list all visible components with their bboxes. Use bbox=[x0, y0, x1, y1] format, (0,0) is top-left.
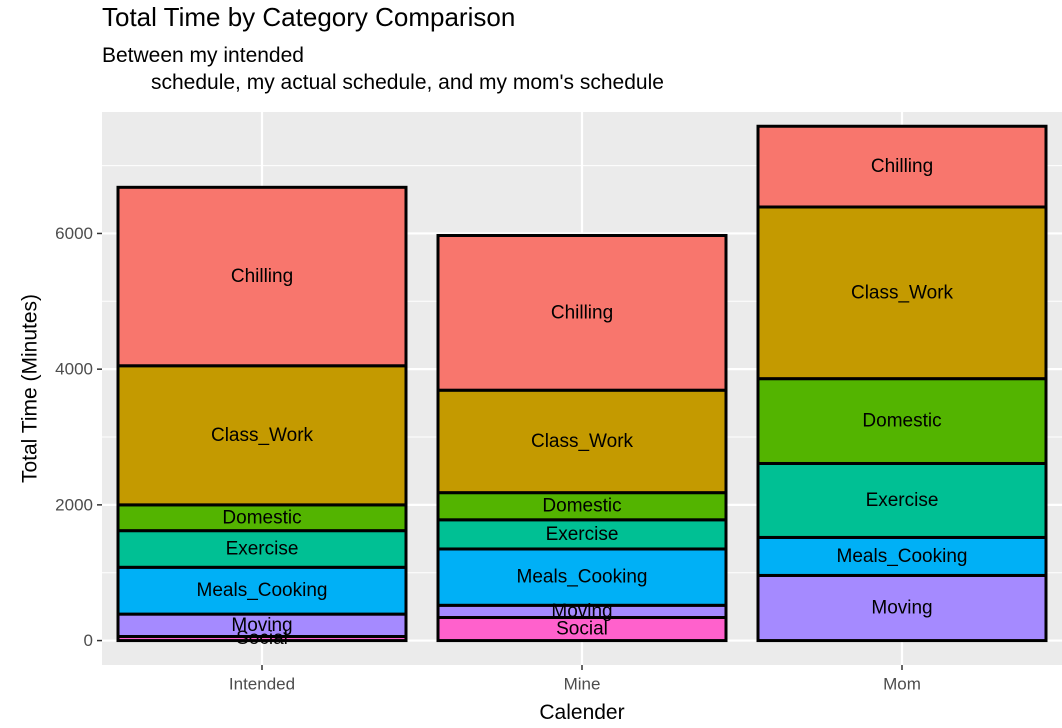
bar-segment-class-work bbox=[116, 364, 408, 507]
bar-segment-chilling bbox=[436, 233, 728, 392]
bars bbox=[116, 124, 1048, 643]
bar-segment-meals-cooking bbox=[436, 547, 728, 607]
segment-label: Chilling bbox=[551, 302, 613, 323]
chart-title: Total Time by Category Comparison bbox=[102, 2, 516, 32]
segment-label: Social bbox=[236, 628, 288, 649]
segment-label: Domestic bbox=[542, 496, 621, 517]
chart-subtitle-line-2: schedule, my actual schedule, and my mom… bbox=[151, 71, 664, 94]
bar-segment-domestic bbox=[116, 503, 408, 533]
bar-segment-moving bbox=[756, 573, 1048, 643]
segment-label: Social bbox=[556, 619, 608, 640]
x-tick-label: Mine bbox=[564, 675, 601, 694]
bar-segment-meals-cooking bbox=[756, 535, 1048, 577]
y-tick-label: 4000 bbox=[55, 360, 93, 379]
segment-label: Chilling bbox=[871, 156, 933, 177]
segment-label: Moving bbox=[871, 598, 932, 619]
bar-segment-domestic bbox=[756, 377, 1048, 465]
segment-label: Exercise bbox=[546, 524, 619, 545]
segment-label: Moving bbox=[231, 615, 292, 636]
bar-segment-class-work bbox=[756, 205, 1048, 381]
bar-segment-chilling bbox=[756, 124, 1048, 209]
segment-label: Exercise bbox=[226, 538, 299, 559]
x-axis-title: Calender bbox=[539, 701, 624, 724]
segment-label: Domestic bbox=[862, 411, 941, 432]
segment-label: Meals_Cooking bbox=[197, 580, 328, 601]
bar-segment-exercise bbox=[436, 518, 728, 551]
y-tick-label: 0 bbox=[84, 631, 93, 650]
bar-segment-domestic bbox=[436, 491, 728, 522]
y-tick-label: 6000 bbox=[55, 224, 93, 243]
x-tick-label: Intended bbox=[229, 675, 295, 694]
y-axis-title: Total Time (Minutes) bbox=[19, 294, 42, 483]
axes: 0 2000 4000 6000 Intended Mine Mom bbox=[55, 224, 921, 694]
segment-labels: SocialMovingMeals_CookingExerciseDomesti… bbox=[197, 156, 968, 649]
segment-label: Class_Work bbox=[211, 425, 314, 446]
segment-label: Meals_Cooking bbox=[837, 546, 968, 567]
chart-subtitle-line-1: Between my intended bbox=[102, 44, 304, 67]
bar-segment-exercise bbox=[756, 461, 1048, 539]
segment-label: Exercise bbox=[866, 490, 939, 511]
segment-label: Chilling bbox=[231, 266, 293, 287]
segment-label: Class_Work bbox=[851, 282, 954, 303]
segment-label: Domestic bbox=[222, 507, 301, 528]
x-tick-label: Mom bbox=[883, 675, 921, 694]
bar-segment-exercise bbox=[116, 529, 408, 569]
segment-label: Meals_Cooking bbox=[517, 567, 648, 588]
segment-label: Class_Work bbox=[531, 431, 634, 452]
y-tick-label: 2000 bbox=[55, 495, 93, 514]
bar-segment-class-work bbox=[436, 388, 728, 495]
segment-label: Moving bbox=[551, 601, 612, 622]
bar-segment-chilling bbox=[116, 185, 408, 368]
